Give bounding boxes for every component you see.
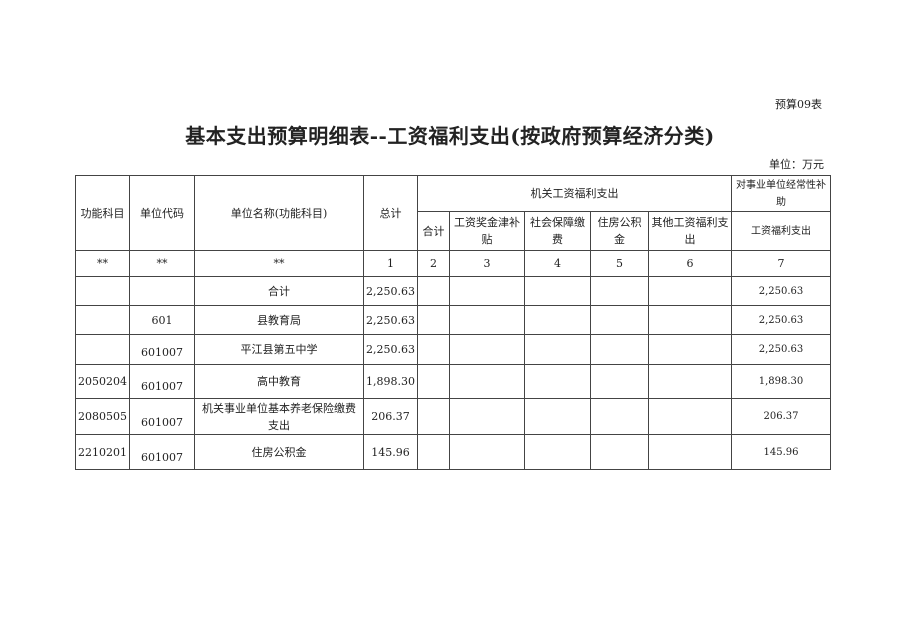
header-func: 功能科目 [75, 175, 130, 251]
unit-code-cell: 601007 [129, 434, 195, 470]
index-cell: 3 [449, 250, 525, 277]
total-cell: 2,250.63 [363, 334, 418, 365]
unit-code-cell: 601007 [129, 398, 195, 435]
func-cell [75, 334, 130, 365]
empty-cell [417, 398, 450, 435]
table-row: 601007 平江县第五中学 2,250.63 2,250.63 [75, 334, 831, 365]
header-group2: 对事业单位经常性补助 [731, 175, 831, 212]
header-row: 功能科目 单位代码 单位名称(功能科目) 总计 机关工资福利支出 对事业单位经常… [75, 175, 831, 251]
subheader: 工资奖金津补贴 [449, 211, 525, 251]
empty-cell [648, 434, 732, 470]
empty-cell [417, 276, 450, 306]
subheader: 合计 [417, 211, 450, 251]
total-cell: 206.37 [363, 398, 418, 435]
empty-cell [449, 334, 525, 365]
index-row: ** ** ** 1 2 3 4 5 6 7 [75, 250, 831, 277]
index-cell: ** [129, 250, 195, 277]
subheader: 社会保障缴费 [524, 211, 591, 251]
empty-cell [449, 364, 525, 399]
empty-cell [590, 398, 649, 435]
header-unit-code: 单位代码 [129, 175, 195, 251]
empty-cell [648, 364, 732, 399]
empty-cell [648, 305, 732, 335]
table-row: 2050204 601007 高中教育 1,898.30 1,898.30 [75, 364, 831, 399]
empty-cell [648, 334, 732, 365]
subsidy-cell: 2,250.63 [731, 305, 831, 335]
subsidy-cell: 1,898.30 [731, 364, 831, 399]
index-cell: ** [194, 250, 364, 277]
unit-name-cell: 住房公积金 [194, 434, 364, 470]
table-row: 601 县教育局 2,250.63 2,250.63 [75, 305, 831, 335]
empty-cell [524, 364, 591, 399]
total-cell: 145.96 [363, 434, 418, 470]
unit-code-cell [129, 276, 195, 306]
table-row: 合计 2,250.63 2,250.63 [75, 276, 831, 306]
func-cell [75, 305, 130, 335]
empty-cell [648, 398, 732, 435]
total-cell: 2,250.63 [363, 276, 418, 306]
empty-cell [449, 276, 525, 306]
empty-cell [590, 334, 649, 365]
subsidy-cell: 2,250.63 [731, 276, 831, 306]
unit-code-cell: 601 [129, 305, 195, 335]
table-row: 2080505 601007 机关事业单位基本养老保险缴费支出 206.37 206.3… [75, 398, 831, 435]
index-cell: 4 [524, 250, 591, 277]
subheader: 住房公积金 [590, 211, 649, 251]
empty-cell [524, 305, 591, 335]
subheader: 其他工资福利支出 [648, 211, 732, 251]
empty-cell [449, 305, 525, 335]
empty-cell [524, 276, 591, 306]
subsidy-cell: 2,250.63 [731, 334, 831, 365]
empty-cell [648, 276, 732, 306]
empty-cell [417, 305, 450, 335]
empty-cell [524, 434, 591, 470]
total-cell: 2,250.63 [363, 305, 418, 335]
empty-cell [417, 334, 450, 365]
empty-cell [524, 398, 591, 435]
empty-cell [417, 364, 450, 399]
empty-cell [417, 434, 450, 470]
header-unit-name: 单位名称(功能科目) [194, 175, 364, 251]
unit-name-cell: 县教育局 [194, 305, 364, 335]
subheader-row: 合计 工资奖金津补贴 社会保障缴费 住房公积金 其他工资福利支出 工资福利支出 [76, 211, 831, 251]
unit-code-cell: 601007 [129, 364, 195, 399]
index-cell: 5 [590, 250, 649, 277]
func-cell: 2050204 [75, 364, 130, 399]
header-group1: 机关工资福利支出 [417, 175, 732, 212]
unit-label: 单位：万元 [769, 158, 824, 171]
empty-cell [590, 305, 649, 335]
total-cell: 1,898.30 [363, 364, 418, 399]
form-number: 预算09表 [775, 98, 822, 111]
index-cell: 6 [648, 250, 732, 277]
unit-name-cell: 合计 [194, 276, 364, 306]
unit-name-cell: 机关事业单位基本养老保险缴费支出 [194, 398, 364, 435]
unit-name-cell: 平江县第五中学 [194, 334, 364, 365]
empty-cell [449, 398, 525, 435]
empty-cell [524, 334, 591, 365]
index-cell: ** [75, 250, 130, 277]
func-cell [75, 276, 130, 306]
table-row: 2210201 601007 住房公积金 145.96 145.96 [75, 434, 831, 470]
empty-cell [590, 434, 649, 470]
header-total: 总计 [363, 175, 418, 251]
empty-cell [449, 434, 525, 470]
unit-code-cell: 601007 [129, 334, 195, 365]
func-cell: 2080505 [75, 398, 130, 435]
budget-table: 功能科目 单位代码 单位名称(功能科目) 总计 机关工资福利支出 对事业单位经常… [75, 175, 831, 470]
subsidy-cell: 206.37 [731, 398, 831, 435]
index-cell: 1 [363, 250, 418, 277]
index-cell: 7 [731, 250, 831, 277]
page-title: 基本支出预算明细表--工资福利支出(按政府预算经济分类) [185, 124, 715, 148]
empty-cell [590, 276, 649, 306]
func-cell: 2210201 [75, 434, 130, 470]
empty-cell [590, 364, 649, 399]
unit-name-cell: 高中教育 [194, 364, 364, 399]
subsidy-cell: 145.96 [731, 434, 831, 470]
subheader: 工资福利支出 [731, 211, 831, 251]
index-cell: 2 [417, 250, 450, 277]
